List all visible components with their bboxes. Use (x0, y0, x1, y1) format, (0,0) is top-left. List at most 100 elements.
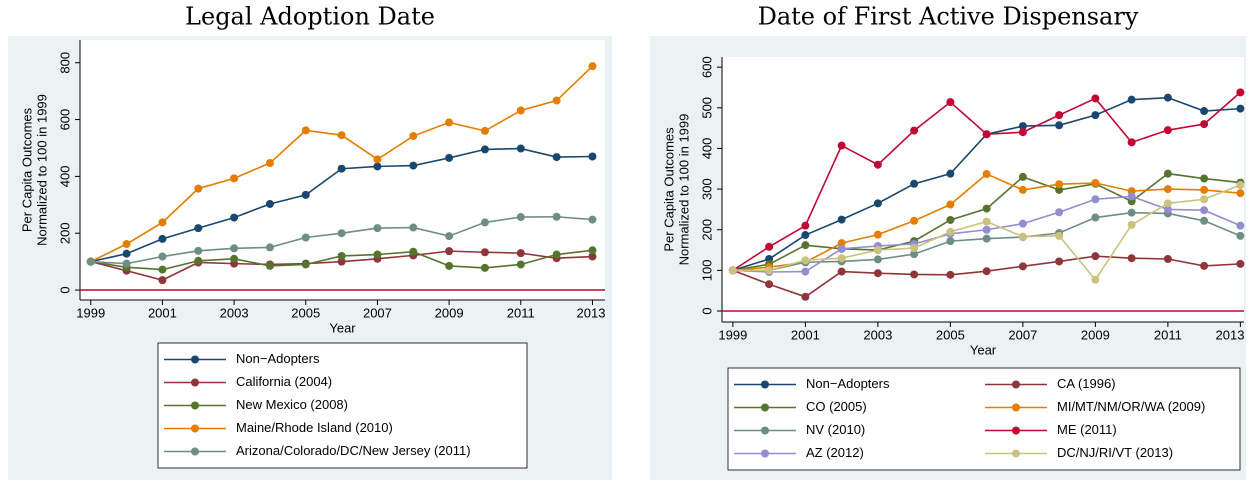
x-tick-label: 1999 (718, 327, 747, 342)
data-point (1236, 88, 1245, 97)
data-point (1055, 111, 1064, 120)
data-point (1091, 213, 1100, 222)
data-point (837, 254, 846, 263)
data-point (837, 239, 846, 248)
data-point (946, 270, 955, 279)
data-point (946, 98, 955, 107)
data-point (982, 234, 991, 243)
data-point (445, 118, 454, 127)
data-point (480, 126, 489, 135)
data-point (516, 106, 525, 115)
data-point (194, 224, 203, 233)
data-point (1200, 195, 1209, 204)
data-point (1236, 259, 1245, 268)
data-point (801, 292, 810, 301)
legend-marker (191, 355, 199, 364)
data-point (158, 234, 167, 243)
data-point (337, 229, 346, 238)
data-point (946, 215, 955, 224)
data-point (873, 269, 882, 278)
data-point (1163, 255, 1172, 264)
data-point (158, 218, 167, 227)
legend-marker (191, 447, 199, 456)
data-point (1055, 185, 1064, 194)
data-point (1236, 221, 1245, 230)
data-point (946, 237, 955, 246)
x-tick-label: 2005 (936, 327, 965, 342)
data-point (1018, 128, 1027, 137)
data-point (194, 256, 203, 265)
data-point (1200, 216, 1209, 225)
data-point (1091, 252, 1100, 261)
data-point (873, 246, 882, 255)
data-point (1018, 262, 1027, 271)
data-point (516, 144, 525, 153)
x-tick-label: 2001 (791, 327, 820, 342)
data-point (1127, 192, 1136, 201)
legend-marker (191, 378, 199, 387)
data-point (1018, 185, 1027, 194)
data-point (230, 174, 239, 183)
legend-label: New Mexico (2008) (236, 397, 348, 412)
x-tick-label: 2013 (1216, 327, 1245, 342)
y-tick-label: 400 (57, 166, 72, 188)
data-point (122, 240, 131, 249)
data-point (1055, 121, 1064, 130)
legend-box (727, 367, 1241, 471)
data-point (910, 216, 919, 225)
data-point (301, 233, 310, 242)
data-point (837, 267, 846, 276)
data-point (337, 164, 346, 173)
data-point (1236, 104, 1245, 113)
data-point (445, 261, 454, 270)
data-point (837, 244, 846, 253)
data-point (837, 141, 846, 150)
x-tick-label: 2009 (1081, 327, 1110, 342)
data-point (409, 161, 418, 170)
data-point (1018, 219, 1027, 228)
data-point (409, 247, 418, 256)
y-tick-label: 400 (699, 138, 714, 160)
legend-marker (1012, 380, 1020, 389)
data-point (588, 215, 597, 224)
legend-marker (761, 380, 769, 389)
data-point (588, 252, 597, 261)
data-point (873, 199, 882, 208)
data-point (1163, 185, 1172, 194)
data-point (445, 232, 454, 241)
legend-marker (1012, 426, 1020, 435)
data-point (765, 280, 774, 289)
x-tick-label: 2011 (507, 305, 535, 320)
data-point (1018, 232, 1027, 241)
data-point (373, 162, 382, 171)
data-point (373, 224, 382, 233)
data-point (552, 212, 561, 221)
data-point (1091, 275, 1100, 284)
data-point (588, 152, 597, 161)
data-point (1091, 94, 1100, 103)
data-point (1055, 208, 1064, 217)
legend-label: AZ (2012) (806, 445, 864, 460)
data-point (910, 244, 919, 253)
x-axis-label: Year (970, 342, 997, 357)
x-tick-label: 2011 (1154, 327, 1182, 342)
data-point (230, 254, 239, 263)
legend-marker (1012, 449, 1020, 458)
data-point (445, 153, 454, 162)
y-tick-label: 0 (57, 286, 72, 293)
legend-label: Maine/Rhode Island (2010) (236, 420, 393, 435)
x-tick-label: 2003 (863, 327, 892, 342)
chart-title: Date of First Active Dispensary (758, 3, 1139, 31)
data-point (230, 213, 239, 222)
data-point (801, 267, 810, 276)
data-point (982, 130, 991, 139)
y-tick-label: 300 (699, 178, 714, 200)
data-point (1163, 199, 1172, 208)
x-tick-label: 2003 (220, 305, 249, 320)
data-point (552, 250, 561, 259)
data-point (801, 231, 810, 240)
data-point (910, 126, 919, 135)
x-axis-label: Year (329, 320, 356, 335)
data-point (480, 218, 489, 227)
